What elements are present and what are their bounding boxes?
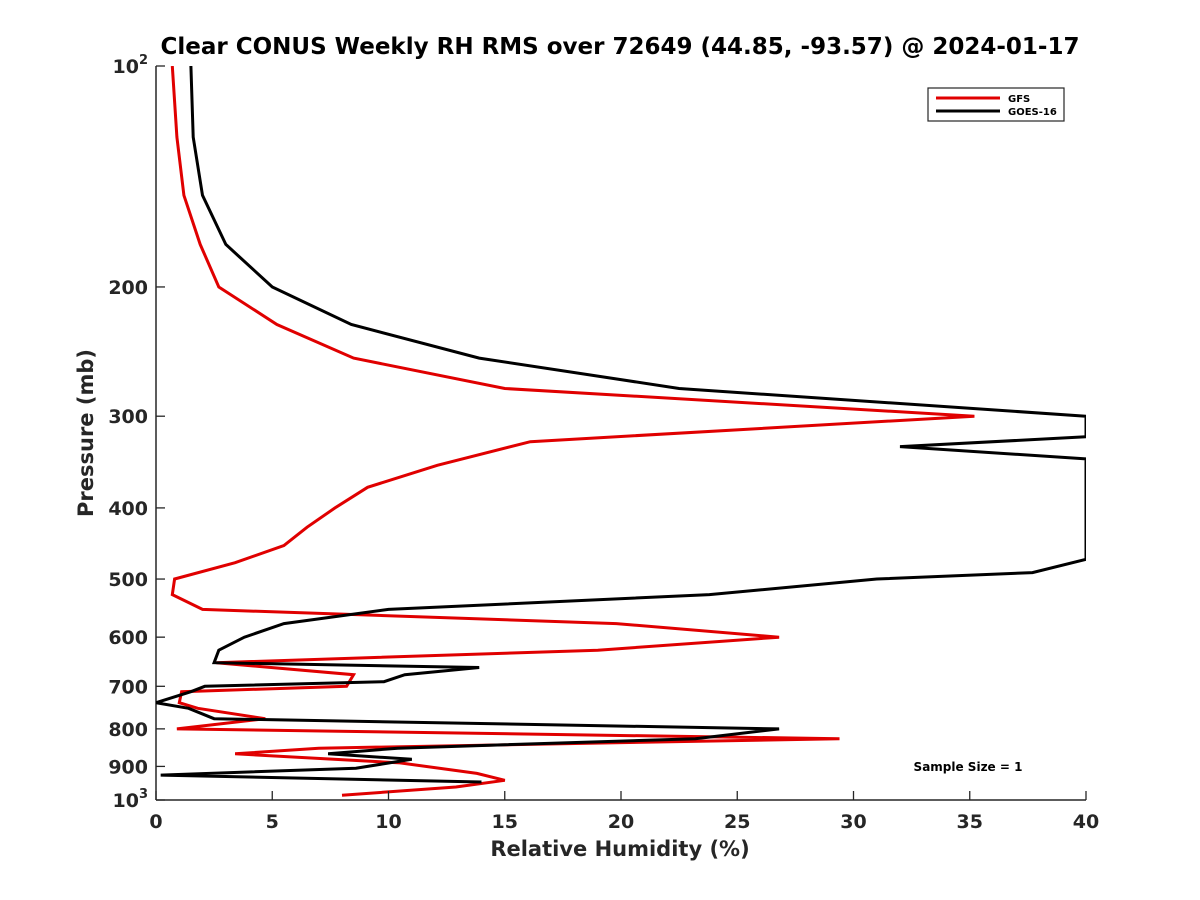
x-tick-label: 35 <box>957 811 983 833</box>
x-axis-ticks: 0 5 10 15 20 25 30 35 40 <box>149 791 1099 833</box>
y-tick-label: 700 <box>108 676 148 698</box>
plot-area <box>155 66 1086 801</box>
x-tick-label: 30 <box>840 811 866 833</box>
y-axis-ticks: 102 200 300 400 500 600 700 800 900 103 <box>108 53 165 812</box>
x-tick-label: 10 <box>375 811 401 833</box>
x-tick-label: 20 <box>608 811 634 833</box>
sample-size-annotation: Sample Size = 1 <box>914 760 1023 774</box>
y-tick-label: 103 <box>113 787 149 812</box>
series-line-gfs <box>170 66 975 797</box>
x-axis-label: Relative Humidity (%) <box>490 837 749 861</box>
legend: GFS GOES-16 <box>927 87 1065 122</box>
x-tick-label: 5 <box>266 811 279 833</box>
y-tick-label: 900 <box>108 756 148 778</box>
x-tick-label: 0 <box>149 811 162 833</box>
legend-box <box>927 87 1065 122</box>
y-tick-label: 300 <box>108 406 148 428</box>
x-tick-label: 40 <box>1073 811 1099 833</box>
y-tick-label: 102 <box>113 53 149 78</box>
y-tick-label: 800 <box>108 719 148 741</box>
x-tick-label: 25 <box>724 811 750 833</box>
y-axis-label: Pressure (mb) <box>74 349 98 517</box>
legend-label: GFS <box>1008 94 1030 105</box>
y-tick-label: 200 <box>108 277 148 299</box>
series-line-goes-16 <box>156 66 1086 784</box>
legend-label: GOES-16 <box>1008 107 1057 118</box>
y-tick-label: 500 <box>108 569 148 591</box>
y-tick-label: 600 <box>108 627 148 649</box>
chart-title: Clear CONUS Weekly RH RMS over 72649 (44… <box>161 34 1080 60</box>
y-tick-label: 400 <box>108 498 148 520</box>
x-tick-label: 15 <box>492 811 518 833</box>
